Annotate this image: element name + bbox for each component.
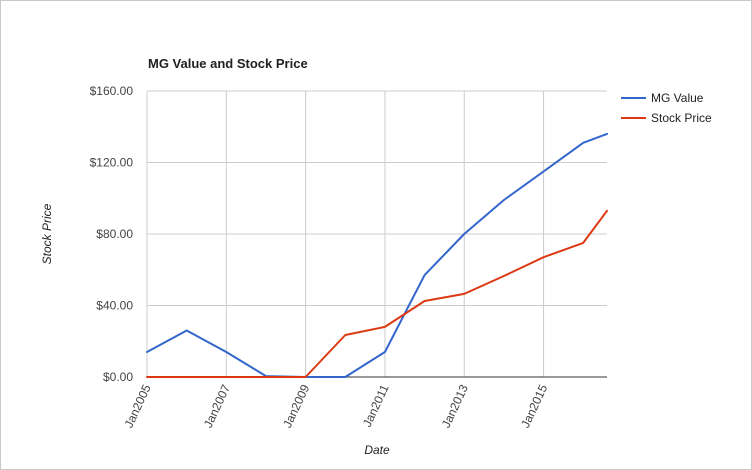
x-tick-label: Jan2007 [201, 382, 233, 430]
y-tick-label: $0.00 [103, 370, 133, 384]
x-tick-label: Jan2009 [280, 382, 312, 430]
x-tick-label: Jan2015 [518, 382, 550, 430]
y-tick-label: $80.00 [96, 227, 133, 241]
grid [147, 90, 607, 377]
y-tick-label: $120.00 [90, 156, 134, 170]
x-tick-label: Jan2005 [122, 382, 154, 430]
x-tick-label: Jan2011 [360, 382, 392, 429]
legend-item-mg-value[interactable]: MG Value [621, 91, 704, 105]
x-axis-label: Date [364, 443, 390, 457]
legend-label: MG Value [651, 91, 704, 105]
y-tick-label: $40.00 [96, 299, 133, 313]
series-lines [146, 132, 608, 378]
series-line-mg-value [146, 132, 608, 378]
chart-title: MG Value and Stock Price [148, 56, 308, 71]
series-line-stock-price [146, 209, 608, 378]
y-tick-label: $160.00 [90, 84, 134, 98]
x-tick-label: Jan2013 [439, 382, 471, 430]
legend-item-stock-price[interactable]: Stock Price [621, 111, 712, 125]
axes: $0.00 $40.00 $80.00 $120.00 $160.00 Jan2005 Ja… [90, 84, 607, 430]
legend-label: Stock Price [651, 111, 712, 125]
y-axis-label: Stock Price [40, 203, 54, 264]
legend[interactable]: MG Value Stock Price [621, 91, 712, 125]
